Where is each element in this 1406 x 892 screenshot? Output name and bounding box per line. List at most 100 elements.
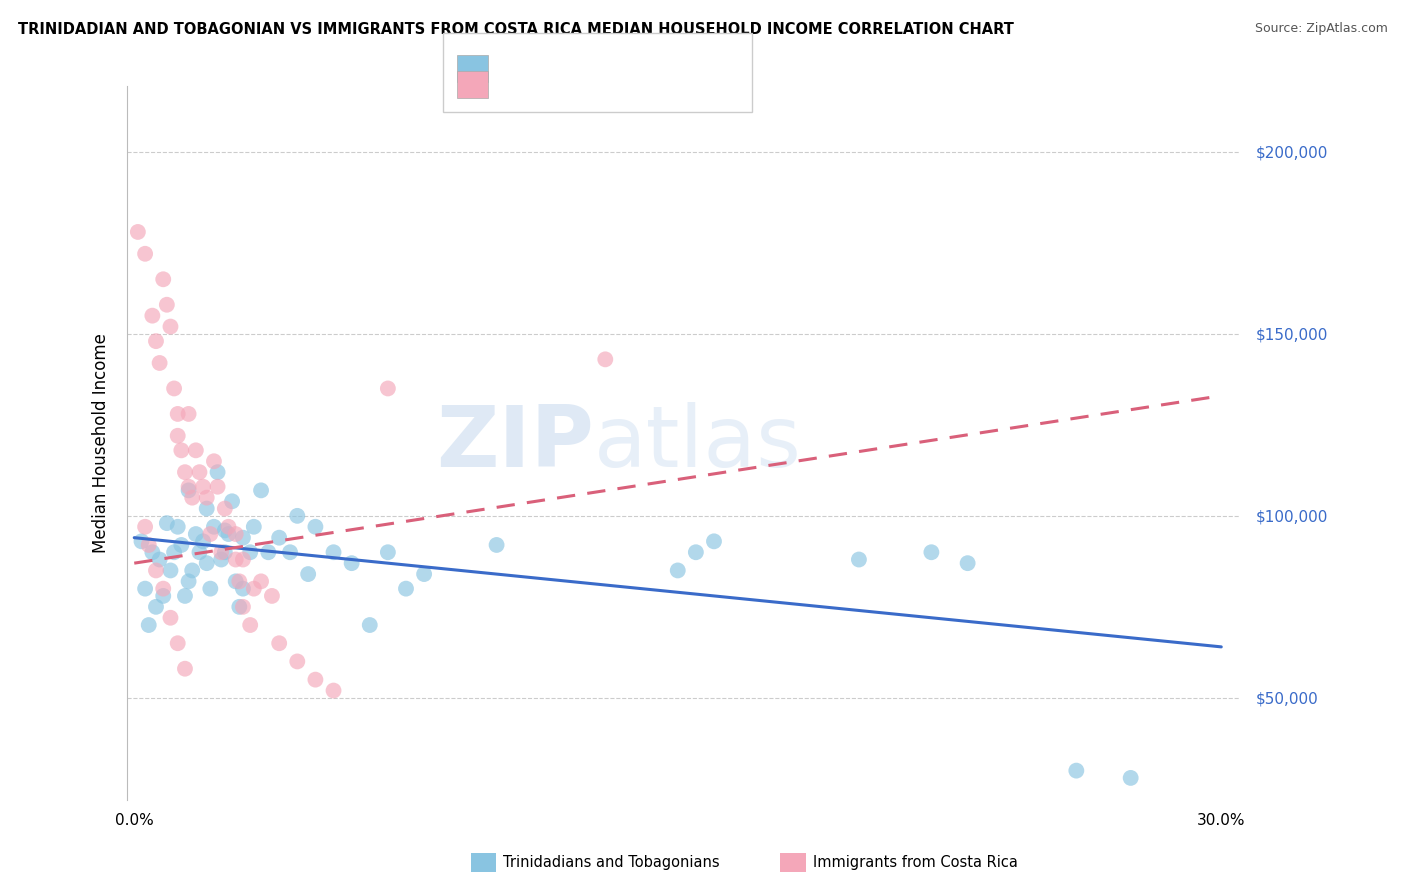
Point [232,582,254,596]
Point [225,527,247,541]
Point [163,545,186,559]
Y-axis label: Median Household Income: Median Household Income [93,333,110,553]
Point [131,534,153,549]
Text: -0.242: -0.242 [533,60,592,78]
Point [304,673,326,687]
Point [217,527,239,541]
Text: R =: R = [499,76,536,94]
Point [359,618,381,632]
Point [149,356,172,370]
Point [181,491,204,505]
Point [145,334,167,348]
Point [159,564,181,578]
Point [174,465,197,479]
Point [232,599,254,614]
Point [225,574,247,589]
Point [177,480,200,494]
Point [1066,764,1088,778]
Point [217,520,239,534]
Point [322,545,344,559]
Point [184,443,207,458]
Point [152,272,174,286]
Point [200,527,222,541]
Point [285,508,308,523]
Point [207,480,229,494]
Point [848,552,870,566]
Point [1119,771,1142,785]
Point [166,429,188,443]
Point [177,483,200,498]
Point [195,501,218,516]
Point [269,636,291,650]
Point [202,520,225,534]
Point [666,564,689,578]
Text: Trinidadians and Tobagonians: Trinidadians and Tobagonians [503,855,720,870]
Point [152,582,174,596]
Point [156,516,179,530]
Point [149,552,172,566]
Point [145,564,167,578]
Point [340,556,363,570]
Point [174,589,197,603]
Point [152,589,174,603]
Point [207,465,229,479]
Point [209,552,232,566]
Point [322,683,344,698]
Point [239,545,262,559]
Point [191,480,214,494]
Point [221,494,243,508]
Text: Immigrants from Costa Rica: Immigrants from Costa Rica [813,855,1018,870]
Text: 57: 57 [637,60,659,78]
Point [232,552,254,566]
Point [170,443,193,458]
Point [595,352,617,367]
Point [297,567,319,582]
Point [163,381,186,395]
Text: N =: N = [605,60,641,78]
Point [127,225,149,239]
Text: atlas: atlas [595,401,803,484]
Text: Source: ZipAtlas.com: Source: ZipAtlas.com [1254,22,1388,36]
Point [159,319,181,334]
Point [134,247,156,261]
Point [285,655,308,669]
Point [232,531,254,545]
Point [485,538,508,552]
Point [166,407,188,421]
Point [214,501,236,516]
Point [166,636,188,650]
Point [200,582,222,596]
Point [145,599,167,614]
Point [134,520,156,534]
Text: N =: N = [605,76,641,94]
Point [214,545,236,559]
Point [228,599,250,614]
Point [188,465,211,479]
Point [177,407,200,421]
Point [304,520,326,534]
Text: 48: 48 [637,76,659,94]
Point [174,662,197,676]
Point [377,381,399,395]
Point [159,611,181,625]
Point [377,545,399,559]
Point [250,574,273,589]
Point [685,545,707,559]
Point [166,520,188,534]
Point [138,618,160,632]
Point [156,298,179,312]
Text: TRINIDADIAN AND TOBAGONIAN VS IMMIGRANTS FROM COSTA RICA MEDIAN HOUSEHOLD INCOME: TRINIDADIAN AND TOBAGONIAN VS IMMIGRANTS… [18,22,1014,37]
Point [191,534,214,549]
Point [228,574,250,589]
Point [225,552,247,566]
Text: R =: R = [499,60,536,78]
Point [239,618,262,632]
Point [278,545,301,559]
Point [269,531,291,545]
Point [134,582,156,596]
Point [170,538,193,552]
Point [195,491,218,505]
Point [181,564,204,578]
Text: ZIP: ZIP [436,401,595,484]
Point [209,545,232,559]
